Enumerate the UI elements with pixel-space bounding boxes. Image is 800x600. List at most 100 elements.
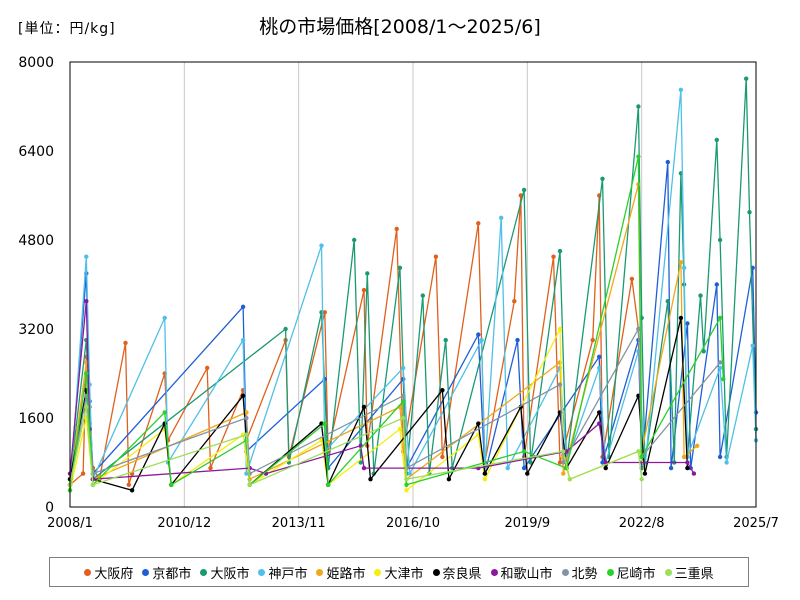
data-point	[407, 471, 412, 476]
legend-marker	[432, 568, 440, 576]
data-point	[244, 415, 249, 421]
legend-label: 姫路市	[326, 566, 366, 582]
legend-label: 和歌山市	[500, 566, 553, 582]
data-point	[597, 365, 602, 371]
legend-item: 京都市	[142, 563, 191, 582]
data-point	[717, 454, 723, 460]
data-point	[244, 432, 249, 437]
data-point	[590, 337, 595, 343]
data-point	[639, 477, 644, 482]
data-point	[420, 293, 425, 298]
data-point	[404, 482, 409, 487]
data-point	[283, 326, 288, 332]
data-point	[84, 404, 89, 410]
data-point	[561, 460, 566, 465]
data-point	[714, 282, 719, 287]
data-point	[169, 482, 174, 487]
data-point	[525, 471, 530, 476]
legend-label: 奈良県	[442, 566, 482, 582]
data-point	[247, 482, 252, 487]
data-point	[636, 449, 641, 454]
data-point	[678, 315, 684, 321]
data-point	[717, 365, 723, 371]
data-point	[394, 226, 399, 232]
series-11	[67, 404, 644, 487]
chart-title: 桃の市場価格[2008/1～2025/6]	[259, 16, 541, 38]
data-point	[685, 465, 690, 471]
data-point	[476, 421, 481, 426]
data-point	[162, 315, 167, 321]
data-point	[361, 465, 367, 471]
legend: 大阪府 京都市 大阪市 神戸市 姫路市 大津市 奈良県 和歌山市 北勢 尼崎市 三重県	[49, 557, 749, 587]
data-point	[443, 337, 448, 343]
legend-item: 三重県	[664, 563, 714, 582]
data-point	[597, 421, 602, 426]
legend-marker	[200, 568, 208, 576]
data-point	[84, 371, 89, 376]
data-point	[322, 310, 327, 315]
data-point	[685, 460, 690, 465]
legend-marker	[142, 568, 150, 576]
data-point	[476, 332, 481, 337]
data-point	[567, 477, 572, 482]
legend-marker	[606, 568, 614, 576]
x-tick-label: 2025/7	[733, 516, 779, 531]
data-point	[84, 254, 89, 259]
data-point	[476, 221, 481, 226]
data-point	[401, 399, 406, 404]
data-point	[636, 326, 641, 332]
data-point	[84, 299, 89, 304]
data-point	[636, 104, 641, 109]
data-point	[724, 460, 729, 465]
legend-label: 三重県	[674, 566, 714, 582]
legend-item: 和歌山市	[490, 563, 553, 582]
data-point	[698, 293, 703, 298]
data-point	[528, 460, 533, 465]
data-point	[564, 449, 569, 454]
legend-label: 京都市	[152, 566, 192, 582]
data-point	[325, 482, 331, 487]
x-tick-label: 2019/9	[504, 516, 550, 531]
data-point	[629, 276, 635, 282]
y-axis-ticks: 0 1600 3200 4800 6400 8000	[18, 55, 54, 516]
data-point	[551, 254, 556, 259]
data-point	[717, 315, 723, 321]
data-point	[678, 87, 684, 93]
data-point	[126, 482, 131, 487]
x-tick-label: 2010/12	[157, 516, 211, 531]
data-point	[681, 454, 687, 460]
data-point	[505, 465, 510, 471]
data-point	[521, 449, 527, 454]
x-tick-label: 2016/10	[386, 516, 440, 531]
data-point	[401, 393, 406, 398]
data-point	[404, 477, 409, 482]
data-point	[685, 321, 690, 326]
y-tick-label: 1600	[18, 411, 54, 427]
data-point	[561, 471, 566, 476]
data-point	[668, 465, 674, 471]
legend-item: 奈良県	[432, 563, 482, 582]
data-point	[600, 176, 605, 181]
data-point	[358, 460, 363, 465]
data-point	[205, 365, 210, 371]
legend-marker	[258, 568, 266, 576]
legend-label: 大阪市	[210, 566, 250, 582]
data-point	[446, 477, 452, 482]
legend-marker	[664, 568, 672, 576]
data-point	[401, 365, 406, 371]
data-point	[433, 254, 439, 259]
x-tick-label: 2022/8	[619, 516, 665, 531]
x-tick-label: 2013/11	[272, 516, 326, 531]
data-point	[240, 337, 246, 343]
data-point	[695, 443, 700, 448]
data-point	[240, 304, 246, 309]
data-point	[717, 237, 723, 243]
data-point	[747, 210, 752, 215]
legend-marker	[490, 568, 498, 576]
data-point	[603, 465, 608, 471]
data-point	[479, 337, 484, 343]
legend-item: 大阪市	[200, 563, 249, 582]
legend-marker	[374, 568, 382, 576]
data-point	[557, 326, 563, 332]
